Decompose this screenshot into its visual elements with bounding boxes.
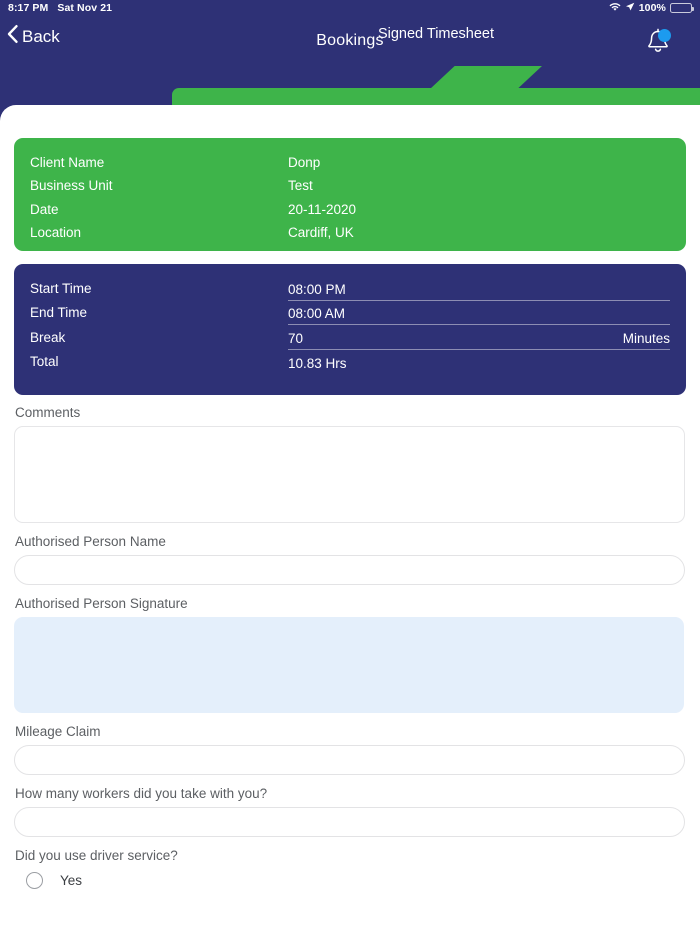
total-field: 10.83 Hrs (288, 350, 670, 375)
detail-label: Client Name (30, 154, 105, 170)
detail-label: Business Unit (30, 178, 113, 194)
time-label: Start Time (30, 280, 92, 296)
detail-label: Location (30, 225, 82, 241)
time-label: End Time (30, 305, 88, 321)
detail-row-client-name: Client Name Donp (14, 151, 686, 174)
detail-row-business-unit: Business Unit Test (14, 175, 686, 198)
end-time-value: 08:00 AM (288, 306, 346, 321)
break-unit-label: Minutes (622, 330, 670, 346)
booking-details-card: Client Name Donp Business Unit Test Date… (14, 138, 686, 251)
wifi-icon (609, 2, 621, 15)
comments-label: Comments (15, 405, 81, 420)
time-label: Break (30, 329, 66, 345)
authorised-person-signature-label: Authorised Person Signature (15, 596, 188, 611)
workers-count-label: How many workers did you take with you? (15, 786, 268, 801)
driver-service-option-label: Yes (60, 873, 83, 888)
time-row-end-time: End Time 08:00 AM (14, 301, 686, 325)
workers-count-input[interactable] (14, 807, 685, 837)
total-value: 10.83 Hrs (288, 356, 347, 371)
detail-row-date: Date 20-11-2020 (14, 198, 686, 221)
navigation-bar: Bookings Back (0, 16, 700, 66)
battery-full-icon (670, 3, 694, 13)
time-details-card: Start Time 08:00 PM End Time 08:00 AM Br… (14, 264, 686, 395)
notification-bell-icon (638, 28, 678, 66)
authorised-person-name-input[interactable] (14, 555, 685, 585)
start-time-field[interactable]: 08:00 PM (288, 276, 670, 301)
back-button-label: Back (22, 26, 60, 46)
break-field[interactable]: 70 Minutes (288, 325, 670, 350)
mileage-claim-label: Mileage Claim (15, 724, 101, 739)
detail-value: 20-11-2020 (288, 201, 357, 217)
driver-service-option-yes[interactable]: Yes (26, 872, 700, 889)
status-indicators: 100% (609, 2, 694, 15)
chevron-left-icon (6, 24, 19, 49)
start-time-value: 08:00 PM (288, 281, 346, 297)
mileage-claim-input[interactable] (14, 745, 685, 775)
detail-row-location: Location Cardiff, UK (14, 222, 686, 245)
time-row-break: Break 70 Minutes (14, 325, 686, 350)
status-date: Sat Nov 21 (57, 2, 113, 14)
page-title: Bookings (316, 32, 384, 49)
back-button[interactable]: Back (6, 24, 60, 49)
battery-percent: 100% (638, 2, 666, 14)
signature-pad[interactable] (14, 617, 684, 713)
notifications-button[interactable] (638, 22, 678, 62)
ios-status-bar: 8:17 PM Sat Nov 21 100% (0, 0, 700, 16)
status-time: 8:17 PM (8, 2, 49, 14)
time-row-total: Total 10.83 Hrs (14, 350, 686, 375)
radio-button-icon[interactable] (26, 872, 43, 889)
content-sheet: Client Name Donp Business Unit Test Date… (0, 105, 700, 934)
detail-value: Cardiff, UK (288, 225, 354, 241)
timesheet-form: Comments Authorised Person Name Authoris… (0, 405, 700, 889)
detail-label: Date (30, 201, 59, 217)
time-label: Total (30, 354, 59, 370)
break-value: 70 (288, 330, 304, 346)
time-row-start-time: Start Time 08:00 PM (14, 276, 686, 301)
comments-input[interactable] (14, 426, 685, 523)
detail-value: Donp (288, 154, 321, 170)
active-tab-flag (430, 66, 542, 89)
authorised-person-name-label: Authorised Person Name (15, 534, 166, 549)
location-arrow-icon (625, 2, 635, 15)
detail-value: Test (288, 178, 313, 194)
end-time-field[interactable]: 08:00 AM (288, 301, 670, 325)
driver-service-label: Did you use driver service? (15, 848, 178, 863)
notification-badge-dot (658, 29, 671, 42)
